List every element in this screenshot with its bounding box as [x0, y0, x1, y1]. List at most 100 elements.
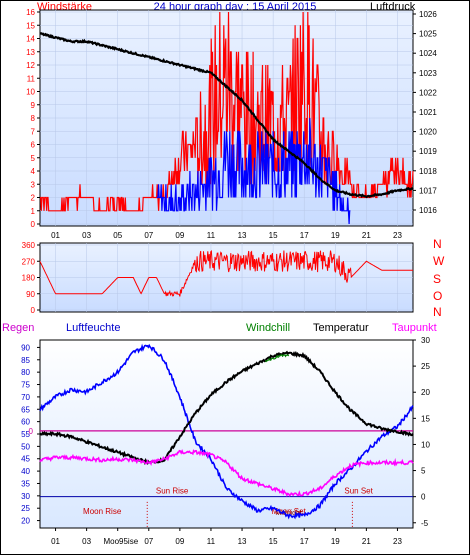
time-axis-tick: 09	[175, 231, 184, 240]
temperature-axis-tick: 5	[421, 467, 426, 476]
direction-axis-tick: 270	[22, 257, 36, 266]
time-axis-tick: 19	[331, 231, 340, 240]
time-axis-tick: 07	[144, 231, 153, 240]
time-axis-tick: 23	[393, 231, 402, 240]
direction-axis-tick: 360	[22, 241, 36, 250]
taupunkt-label: Taupunkt	[392, 322, 437, 334]
wind-axis-tick: 3	[31, 180, 36, 189]
pressure-axis-tick: 1020	[419, 128, 437, 137]
time-axis-tick: 15	[269, 537, 278, 546]
compass-letter: S	[433, 272, 441, 286]
wind-axis-tick: 10	[26, 88, 35, 97]
temperature-axis-tick: 15	[421, 414, 430, 423]
time-axis-tick: 21	[362, 231, 371, 240]
wind-axis-tick: 2	[31, 194, 36, 203]
time-axis-tick: 13	[238, 231, 247, 240]
temperatur-series	[39, 350, 414, 466]
time-axis-tick: 07	[144, 537, 153, 546]
time-axis-tick: 09	[175, 537, 184, 546]
wind-axis-tick: 8	[31, 114, 36, 123]
wind-axis-tick: 12	[26, 61, 35, 70]
pressure-axis-tick: 1016	[419, 206, 437, 215]
temperature-axis-tick: 0	[421, 493, 426, 502]
direction-axis-tick: 180	[22, 274, 36, 283]
humidity-axis-tick: 85	[21, 356, 30, 365]
windchill-label: Windchill	[246, 322, 290, 334]
humidity-axis-tick: 90	[21, 343, 30, 352]
taupunkt-series	[39, 449, 414, 497]
wind-axis-tick: 0	[31, 220, 36, 229]
time-axis-tick: 19	[331, 537, 340, 546]
time-axis-tick: 15	[269, 231, 278, 240]
pressure-axis-tick: 1017	[419, 186, 437, 195]
wind-axis-tick: 1	[31, 207, 36, 216]
humidity-axis-tick: 45	[21, 455, 30, 464]
time-axis-tick: 17	[300, 537, 309, 546]
time-axis-tick: 03	[82, 231, 91, 240]
pressure-axis-tick: 1019	[419, 147, 437, 156]
moon-bottom-label: Moo95ise	[103, 537, 138, 546]
windchill-series	[264, 354, 290, 363]
wind-axis-tick: 9	[31, 101, 36, 110]
luftdruck-series	[39, 32, 414, 199]
wind-axis-tick: 16	[26, 8, 35, 17]
humidity-axis-tick: 35	[21, 479, 30, 488]
humidity-axis-tick: 50	[21, 442, 30, 451]
time-axis-tick: 05	[113, 231, 122, 240]
moon-rise-label: Moon Rise	[83, 507, 122, 516]
wind-axis-tick: 4	[31, 167, 36, 176]
wind-axis-tick: 6	[31, 141, 36, 150]
compass-letter: N	[433, 305, 442, 319]
compass-letter: N	[433, 237, 442, 251]
humidity-axis-tick: 55	[21, 430, 30, 439]
compass-letter: W	[433, 254, 445, 268]
temperature-axis-tick: 10	[421, 440, 430, 449]
time-axis-tick: 01	[51, 231, 60, 240]
pressure-axis-tick: 1021	[419, 108, 437, 117]
luftfeuchte-series	[39, 343, 414, 520]
windrichtung-series	[39, 249, 413, 297]
time-axis-tick: 01	[51, 537, 60, 546]
wind-axis-tick: 13	[26, 48, 35, 57]
pressure-axis-tick: 1025	[419, 30, 437, 39]
compass-letter: O	[433, 289, 442, 303]
temperature-axis-tick: 30	[421, 336, 430, 345]
wind-axis-tick: 5	[31, 154, 36, 163]
wind-axis-tick: 11	[27, 74, 36, 83]
luftfeuchte-label: Luftfeuchte	[66, 322, 120, 334]
regen-zero-label: 0	[29, 427, 34, 436]
humidity-axis-tick: 40	[21, 467, 30, 476]
time-axis-tick: 11	[207, 231, 216, 240]
time-axis-tick: 03	[82, 537, 91, 546]
windboeen-series	[156, 117, 351, 225]
time-axis-tick: 17	[300, 231, 309, 240]
direction-axis-tick: 0	[31, 306, 36, 315]
sun-set-label: Sun Set	[344, 487, 373, 496]
moon-set-label: Moon Set	[272, 507, 307, 516]
time-axis-tick: 13	[238, 537, 247, 546]
humidity-axis-tick: 75	[21, 381, 30, 390]
humidity-axis-tick: 25	[21, 504, 30, 513]
humidity-axis-tick: 70	[21, 393, 30, 402]
humidity-axis-tick: 20	[21, 517, 30, 526]
wind-axis-tick: 14	[26, 35, 35, 44]
regen-label: Regen	[2, 322, 34, 334]
pressure-axis-tick: 1023	[419, 69, 437, 78]
temperature-axis-tick: -5	[421, 519, 429, 528]
time-axis-tick: 11	[207, 537, 216, 546]
time-axis-tick: 23	[393, 537, 402, 546]
temperature-humidity-panel	[39, 339, 414, 529]
humidity-axis-tick: 65	[21, 405, 30, 414]
humidity-axis-tick: 30	[21, 492, 30, 501]
midnight-label: Midnight	[275, 510, 302, 517]
time-axis-tick: 21	[362, 537, 371, 546]
temperature-axis-tick: 25	[421, 362, 430, 371]
temp-humidity-chart: 20 25 30 35 40 45 50 55 60 65 70 75 80 85 90 -5 0 5 10 15 20…	[21, 336, 430, 546]
pressure-axis-tick: 1018	[419, 167, 437, 176]
pressure-axis-tick: 1022	[419, 88, 437, 97]
temperatur-label: Temperatur	[313, 322, 369, 334]
direction-axis-tick: 90	[26, 290, 35, 299]
